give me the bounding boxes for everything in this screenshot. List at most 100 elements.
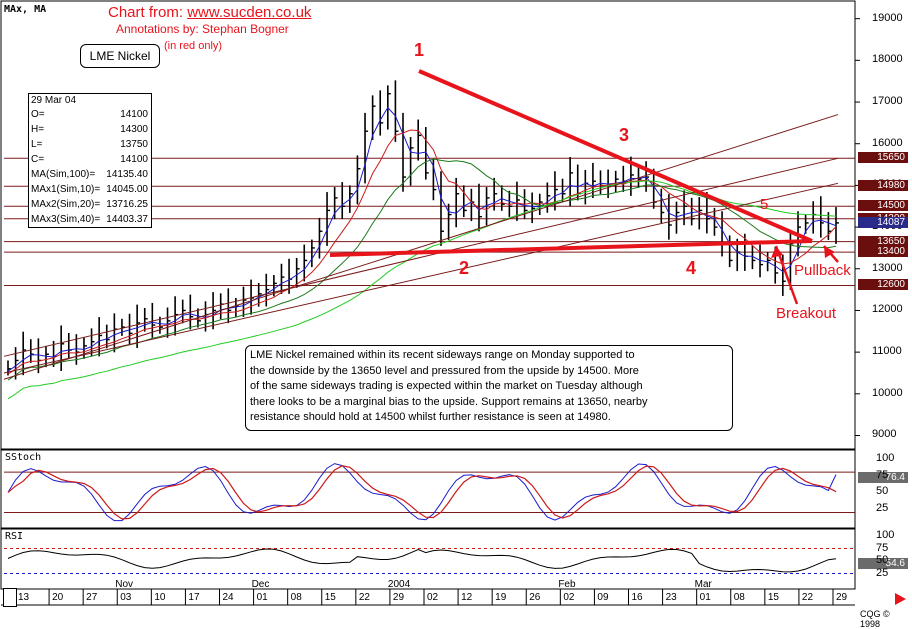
y-tick-label: 19000 <box>872 11 903 24</box>
commentary-line: of the same sideways trading is expected… <box>250 380 643 392</box>
stoch-y-label: 75 <box>876 468 889 481</box>
rsi-line <box>7 548 837 573</box>
x-tick-label: 20 <box>52 592 64 603</box>
stoch-panel-frame <box>0 449 856 529</box>
x-tick-label: 10 <box>154 592 166 603</box>
x-tick-label: 15 <box>324 592 336 603</box>
rsi-value: 54.6 <box>858 558 908 569</box>
month-label: Feb <box>558 579 576 590</box>
info-date: 29 Mar 04 <box>31 95 77 106</box>
month-label: Nov <box>115 579 134 590</box>
stoch-title: SStoch <box>5 452 42 463</box>
x-tick-label: 01 <box>256 592 268 603</box>
info-row: MA(Sim,100)= 14135.40 <box>31 169 148 180</box>
triangle-resistance-line <box>418 69 813 243</box>
x-tick-label: 08 <box>733 592 745 603</box>
indicator-labels: MAx, MA <box>4 4 47 15</box>
x-tick-label: 26 <box>529 592 541 603</box>
level-price-box: 14500 <box>858 200 908 212</box>
triangle-support-line <box>329 239 813 257</box>
price-panel-frame <box>0 0 856 450</box>
level-price-box: 12600 <box>858 279 908 291</box>
x-tick-label: 22 <box>801 592 814 603</box>
y-tick-label: 17000 <box>872 95 903 108</box>
x-tick-label: 27 <box>86 592 98 603</box>
stoch-d-line <box>7 465 837 520</box>
info-row: MAx3(Sim,40)= 14403.37 <box>31 214 148 225</box>
x-tick-label: 02 <box>563 592 575 603</box>
commentary-line: resistance should hold at 14500 whilst f… <box>250 411 611 423</box>
x-tick-label: 17 <box>188 592 200 603</box>
info-row: H= 14300 <box>31 124 148 135</box>
x-tick-label: 15 <box>767 592 779 603</box>
annotation-point-4: 4 <box>686 258 697 278</box>
info-row: MAx1(Sim,10)= 14045.00 <box>31 184 148 195</box>
info-date-row: 29 Mar 04 <box>31 95 149 110</box>
y-tick-label: 18000 <box>872 53 903 66</box>
y-tick-label: 16000 <box>872 136 903 149</box>
instrument-title: LME Nickel <box>80 44 160 68</box>
y-tick-label: 13000 <box>872 261 903 274</box>
stoch-y-label: 50 <box>876 485 889 498</box>
x-tick-label: 16 <box>631 592 643 603</box>
x-tick-label: 24 <box>222 592 234 603</box>
x-tick-label: 01 <box>699 592 711 603</box>
info-row: C= 14100 <box>31 154 148 165</box>
x-tick-label: 29 <box>392 592 405 603</box>
commentary-line: the downside by the 13650 level and pres… <box>250 364 639 377</box>
month-label: 2004 <box>387 579 411 590</box>
level-price-box: 14980 <box>858 180 908 192</box>
x-tick-label: 03 <box>120 592 132 603</box>
y-tick-label: 10000 <box>872 386 903 399</box>
x-tick-label: 08 <box>290 592 302 603</box>
annotation-pullback: Pullback <box>794 262 851 279</box>
stoch-y-label: 100 <box>876 451 895 464</box>
scroll-left-handle[interactable] <box>3 588 17 607</box>
ma20-line <box>7 129 837 375</box>
x-tick-label: 12 <box>461 592 473 603</box>
x-tick-label: 19 <box>495 592 507 603</box>
credit-link[interactable]: www.sucden.co.uk <box>187 4 312 21</box>
x-tick-label: 22 <box>358 592 370 603</box>
stoch-y-label: 25 <box>876 502 889 515</box>
annotation-point-2: 2 <box>459 258 470 278</box>
chart-credit: Chart from: www.sucden.co.uk <box>108 4 311 21</box>
x-tick-label: 09 <box>597 592 609 603</box>
month-label: Dec <box>251 579 270 590</box>
info-row: L= 13750 <box>31 139 148 150</box>
x-tick-label: 23 <box>665 592 677 603</box>
rsi-y-label: 100 <box>876 529 895 541</box>
in-red-note: (in red only) <box>164 40 223 52</box>
scroll-right-arrow-icon[interactable] <box>895 593 906 605</box>
annotation-breakout: Breakout <box>776 305 837 322</box>
rsi-title: RSI <box>5 531 24 542</box>
x-tick-label: 02 <box>427 592 439 603</box>
breakout-arrowhead-icon <box>771 246 783 258</box>
annotation-point-3: 3 <box>619 125 630 145</box>
month-label: Mar <box>694 579 712 590</box>
commentary-line: there looks to be a marginal bias to the… <box>250 395 648 408</box>
level-price-box: 13400 <box>858 246 908 258</box>
commentary-line: LME Nickel remained within its recent si… <box>250 349 635 361</box>
y-tick-label: 9000 <box>872 428 897 441</box>
rsi-y-label: 25 <box>876 566 889 579</box>
annotation-point-1: 1 <box>414 40 425 60</box>
copyright: CQG © 1998 <box>860 609 890 629</box>
annotation-point-5: 5 <box>760 196 769 213</box>
x-tick-label: 29 <box>836 592 848 603</box>
ohlc-info-box: 29 Mar 04 O= 14100 H= 14300 L= 13750 C= 1410… <box>28 93 152 228</box>
y-tick-label: 11000 <box>872 345 902 358</box>
level-price-box: 13650 <box>858 235 908 247</box>
rsi-y-label: 50 <box>876 554 889 566</box>
pullback-arrowhead-icon <box>824 246 835 258</box>
stoch-value: 76.4 <box>858 472 908 483</box>
trend-channel-line <box>3 114 839 380</box>
current-price-marker: 14087 <box>858 217 908 229</box>
y-tick-label: 12000 <box>872 303 903 316</box>
trend-channel-line <box>3 182 839 374</box>
info-row: O= 14100 <box>31 109 148 120</box>
level-price-box: 15650 <box>858 152 908 164</box>
rsi-panel-frame <box>0 528 856 590</box>
